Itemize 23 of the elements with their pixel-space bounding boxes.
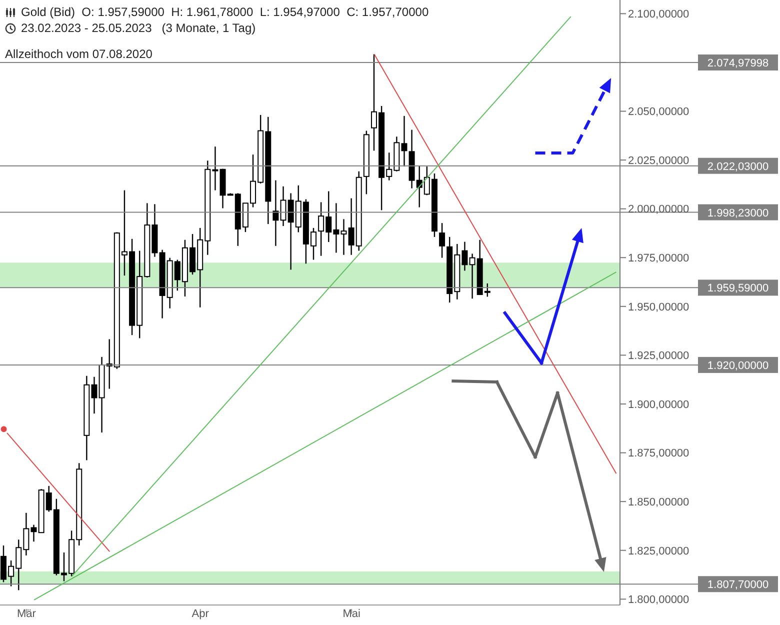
text: Gold (Bid) O: 1.957,59000 H: 1.961,78000 L: 1.954,97000 C: 1.957,70000 [21, 4, 429, 20]
y-tick-label: 1.900,00000 [628, 398, 690, 411]
annotation: Allzeithoch vom 07.08.2020 [5, 46, 154, 62]
y-tick-label: 1.875,00000 [628, 448, 690, 460]
ref-line-label: 2.074,97998 [707, 57, 769, 70]
y-tick-label: 1.825,00000 [628, 545, 690, 558]
x-tick-label: Mär [16, 608, 36, 620]
x-tick-label: Apr [192, 608, 210, 620]
ref-line-label: 1.807,70000 [707, 579, 769, 592]
y-tick-label: 1.850,00000 [628, 496, 690, 508]
y-tick-label: 1.925,00000 [628, 350, 690, 362]
ref-line-label: 1.920,00000 [707, 360, 769, 372]
text: 23.02.2023 - 25.05.2023 (3 Monate, 1 Tag) [21, 20, 256, 36]
ref-line-label: 2.022,03000 [707, 160, 769, 173]
y-tick-label: 1.800,00000 [628, 594, 690, 606]
y-tick-label: 2.050,00000 [628, 106, 690, 118]
y-tick-label: 1.950,00000 [628, 301, 690, 314]
ref-line-label: 1.959,59000 [707, 282, 769, 295]
x-tick-label: Mai [342, 608, 360, 620]
ref-line-label: 1.998,23000 [707, 207, 769, 220]
y-tick-label: 1.975,00000 [628, 252, 690, 265]
y-tick-label: 2.025,00000 [628, 154, 690, 167]
y-tick-label: 2.100,00000 [628, 8, 690, 21]
